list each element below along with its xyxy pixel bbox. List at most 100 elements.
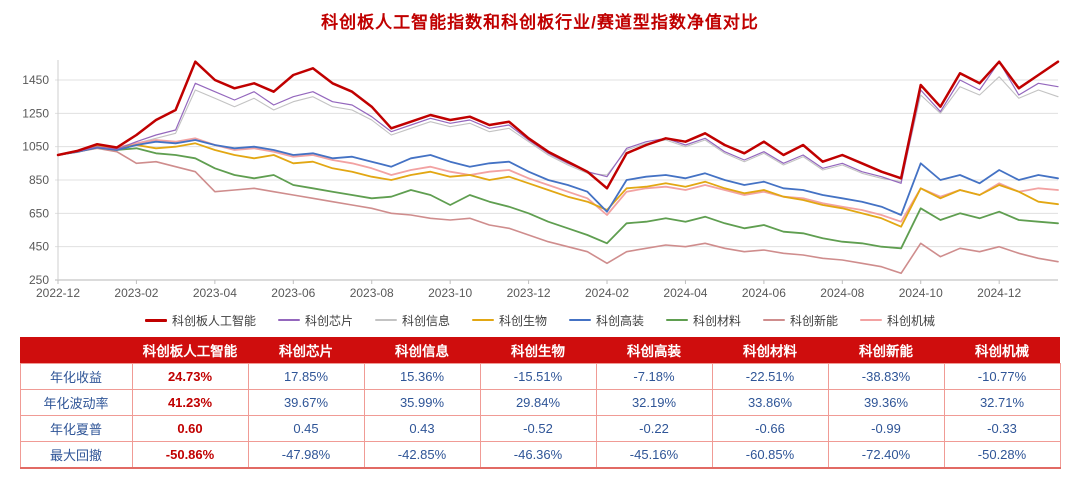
legend-item: 科创机械: [860, 312, 935, 329]
stats-header: 科创新能: [828, 337, 944, 364]
legend-line-swatch: [666, 319, 689, 321]
stat-value: -0.52: [479, 415, 597, 442]
stat-value: 0.43: [363, 415, 481, 442]
stat-value: -38.83%: [827, 363, 945, 390]
series-line-7: [57, 147, 1059, 275]
stats-header: 科创机械: [944, 337, 1060, 364]
stat-value: -10.77%: [943, 363, 1061, 390]
stat-value: 24.73%: [131, 363, 249, 390]
legend-item: 科创新能: [763, 312, 838, 329]
stat-value: 39.36%: [827, 389, 945, 416]
x-axis-label: 2023-06: [271, 286, 315, 300]
stat-value: -0.33: [943, 415, 1061, 442]
stats-table: 科创板人工智能 科创芯片 科创信息 科创生物 科创高装 科创材料 科创新能 科创机械 年化收益…: [19, 337, 1061, 469]
x-axis-label: 2023-10: [428, 286, 472, 300]
stat-value: 32.19%: [595, 389, 713, 416]
legend-line-swatch: [860, 319, 883, 321]
stats-header: 科创高装: [596, 337, 712, 364]
series-line-3: [57, 76, 1059, 183]
legend-label: 科创芯片: [304, 313, 353, 328]
series-line-5: [57, 139, 1059, 216]
stat-value: -0.66: [711, 415, 829, 442]
legend-line-swatch: [374, 319, 397, 321]
chart-title: 科创板人工智能指数和科创板行业/赛道型指数净值对比: [321, 13, 759, 32]
table-row: 最大回撤 -50.86% -47.98% -42.85% -46.36% -45.16% -…: [19, 441, 1061, 469]
stats-header: 科创材料: [712, 337, 828, 364]
legend-label: 科创材料: [693, 313, 742, 328]
stat-value: -45.16%: [595, 441, 713, 469]
stat-value: -72.40%: [827, 441, 945, 469]
stat-value: 41.23%: [131, 389, 249, 416]
x-axis-label: 2022-12: [36, 286, 80, 300]
table-row: 年化波动率 41.23% 39.67% 35.99% 29.84% 32.19% 33.86…: [19, 389, 1061, 416]
series-line-2: [57, 61, 1059, 184]
series-line-4: [57, 142, 1059, 228]
legend-line-swatch: [763, 319, 786, 321]
y-axis-label: 850: [29, 173, 49, 187]
stat-value: -0.22: [595, 415, 713, 442]
stats-header: 科创生物: [480, 337, 596, 364]
legend-label: 科创生物: [498, 313, 547, 328]
y-axis-label: 1050: [22, 140, 49, 154]
legend-label: 科创板人工智能: [171, 313, 256, 328]
table-row: 年化夏普 0.60 0.45 0.43 -0.52 -0.22 -0.66 -0.99 -0.3…: [19, 415, 1061, 442]
legend-item: 科创芯片: [277, 312, 353, 329]
legend-line-swatch: [471, 319, 494, 321]
stat-value: 0.45: [247, 415, 365, 442]
stats-header: 科创信息: [364, 337, 480, 364]
series-line-6: [57, 146, 1059, 250]
x-axis-label: 2023-02: [114, 286, 158, 300]
x-axis-label: 2023-04: [193, 286, 237, 300]
stat-value: 15.36%: [363, 363, 481, 390]
legend-label: 科创机械: [887, 313, 936, 328]
legend-label: 科创信息: [401, 313, 450, 328]
table-row: 年化收益 24.73% 17.85% 15.36% -15.51% -7.18% -22.5…: [19, 363, 1061, 390]
stat-value: -50.86%: [131, 441, 249, 469]
stat-value: 0.60: [131, 415, 249, 442]
stat-value: 33.86%: [711, 389, 829, 416]
x-axis-label: 2024-04: [663, 286, 707, 300]
stat-value: 32.71%: [943, 389, 1061, 416]
x-axis-label: 2024-06: [742, 286, 786, 300]
legend-item: 科创生物: [471, 312, 547, 329]
stat-value: -0.99: [827, 415, 945, 442]
x-axis-label: 2023-08: [350, 286, 394, 300]
legend-item: 科创材料: [666, 312, 741, 329]
legend-line-swatch: [277, 319, 300, 321]
legend-item: 科创高装: [569, 312, 644, 329]
x-axis-label: 2024-02: [585, 286, 629, 300]
stat-value: 35.99%: [363, 389, 481, 416]
stat-value: -60.85%: [711, 441, 829, 469]
legend-label: 科创新能: [790, 313, 839, 328]
stat-value: -50.28%: [943, 441, 1061, 469]
row-label: 年化波动率: [19, 389, 133, 416]
x-axis-label: 2023-12: [507, 286, 551, 300]
stat-value: -42.85%: [363, 441, 481, 469]
stats-header: 科创板人工智能: [132, 337, 248, 364]
line-chart: 250 450 650 850 1050 1250 1450 2022-12 2023-02 20…: [22, 60, 1060, 300]
row-label: 最大回撤: [19, 441, 133, 469]
legend-label: 科创高装: [596, 313, 645, 328]
x-axis-label: 2024-12: [977, 286, 1021, 300]
x-axis-label: 2024-10: [899, 286, 943, 300]
legend-line-swatch: [569, 319, 591, 321]
series-line-1: [56, 60, 1060, 190]
row-label: 年化夏普: [19, 415, 133, 442]
legend-item: 科创信息: [374, 312, 450, 329]
y-axis-label: 450: [29, 240, 49, 254]
stat-value: -7.18%: [595, 363, 713, 390]
stat-value: -47.98%: [247, 441, 365, 469]
stat-value: 17.85%: [247, 363, 365, 390]
y-axis-label: 650: [29, 206, 49, 220]
stat-value: 29.84%: [479, 389, 597, 416]
y-axis-label: 1250: [22, 106, 49, 120]
stat-value: 39.67%: [247, 389, 365, 416]
legend-item: 科创板人工智能: [144, 312, 256, 329]
legend-line-swatch: [144, 318, 167, 322]
y-axis-label: 250: [29, 273, 49, 287]
y-axis-label: 1450: [22, 73, 49, 87]
stat-value: -46.36%: [479, 441, 597, 469]
stat-value: -15.51%: [479, 363, 597, 390]
x-axis-label: 2024-08: [820, 286, 864, 300]
row-label: 年化收益: [19, 363, 133, 390]
